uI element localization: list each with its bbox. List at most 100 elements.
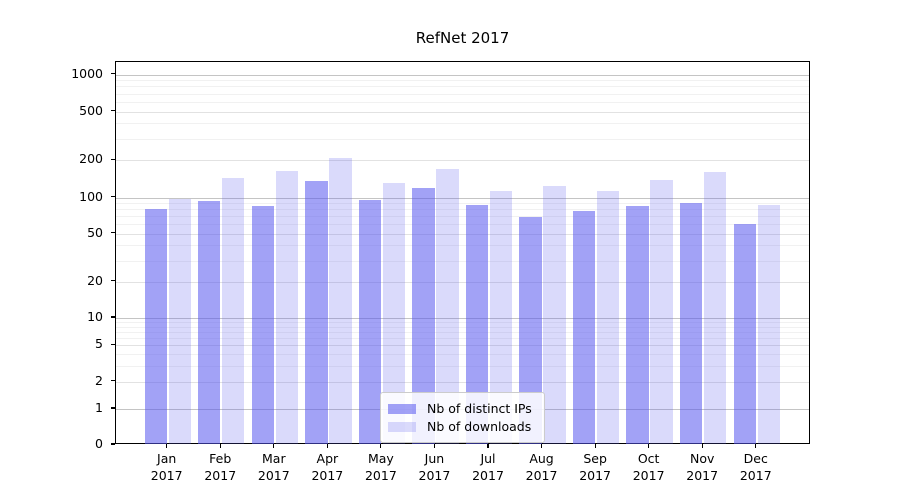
plot-area bbox=[115, 61, 810, 444]
bar-distinct-ips-apr bbox=[305, 181, 328, 444]
x-tick-label: Jun 2017 bbox=[418, 451, 451, 483]
minor-gridline bbox=[116, 216, 809, 218]
minor-gridline bbox=[116, 101, 809, 103]
y-tick-mark bbox=[111, 195, 115, 198]
minor-gridline bbox=[116, 332, 809, 334]
x-tick-mark bbox=[433, 444, 436, 448]
bar-downloads-aug bbox=[543, 185, 566, 444]
bar-downloads-nov bbox=[704, 172, 727, 444]
y-tick-label: 1 bbox=[95, 400, 103, 415]
x-tick-mark bbox=[648, 444, 650, 448]
bar-distinct-ips-nov bbox=[680, 203, 703, 444]
minor-gridline bbox=[116, 322, 809, 324]
y-tick-mark bbox=[111, 232, 115, 234]
minor-gridline bbox=[116, 326, 809, 328]
bar-distinct-ips-aug bbox=[519, 216, 542, 444]
bar-distinct-ips-jun bbox=[412, 188, 435, 444]
y-tick-mark bbox=[111, 443, 115, 445]
x-tick-mark bbox=[701, 444, 703, 448]
y-tick-label: 50 bbox=[87, 224, 103, 240]
bar-downloads-apr bbox=[329, 157, 352, 444]
bar-distinct-ips-oct bbox=[626, 206, 649, 444]
major-gridline bbox=[116, 197, 809, 199]
legend-label: Nb of distinct IPs bbox=[427, 401, 532, 416]
major-gridline bbox=[116, 281, 809, 283]
y-tick-mark bbox=[111, 109, 115, 112]
legend-item: Nb of distinct IPs bbox=[388, 400, 532, 417]
x-tick-mark bbox=[326, 444, 328, 448]
bar-downloads-may bbox=[382, 182, 406, 444]
x-tick-label: Dec 2017 bbox=[739, 451, 772, 483]
bar-distinct-ips-may bbox=[358, 199, 382, 444]
distinct-ips-swatch bbox=[388, 403, 416, 414]
x-tick-mark bbox=[166, 444, 168, 448]
legend: Nb of distinct IPs Nb of downloads bbox=[380, 392, 545, 443]
y-tick-mark bbox=[111, 72, 115, 75]
minor-gridline bbox=[116, 260, 809, 262]
major-gridline bbox=[116, 318, 809, 319]
bar-downloads-oct bbox=[650, 180, 673, 444]
minor-gridline bbox=[116, 203, 809, 204]
bar-distinct-ips-sep bbox=[572, 210, 596, 444]
x-tick-label: Oct 2017 bbox=[632, 451, 665, 483]
x-tick-label: Jan 2017 bbox=[150, 451, 183, 483]
x-tick-mark bbox=[755, 444, 757, 448]
y-tick-mark bbox=[111, 280, 115, 282]
major-gridline bbox=[116, 345, 809, 347]
minor-gridline bbox=[116, 123, 809, 125]
downloads-swatch bbox=[388, 421, 416, 432]
y-tick-label: 2 bbox=[95, 372, 103, 388]
legend-label: Nb of downloads bbox=[427, 419, 532, 434]
x-tick-label: Aug 2017 bbox=[525, 451, 558, 483]
bar-distinct-ips-mar bbox=[251, 206, 274, 444]
bar-downloads-jun bbox=[436, 169, 459, 444]
bar-downloads-jul bbox=[489, 190, 513, 444]
y-tick-mark bbox=[111, 158, 115, 161]
minor-gridline bbox=[116, 86, 809, 88]
chart-title: RefNet 2017 bbox=[415, 29, 510, 47]
bar-downloads-jan bbox=[168, 199, 191, 444]
minor-gridline bbox=[116, 354, 809, 356]
x-tick-label: Sep 2017 bbox=[579, 451, 611, 483]
y-tick-mark bbox=[111, 316, 115, 318]
minor-gridline bbox=[116, 338, 809, 340]
bar-downloads-sep bbox=[596, 190, 620, 444]
bar-distinct-ips-jan bbox=[144, 209, 167, 444]
minor-gridline bbox=[116, 93, 809, 95]
y-tick-mark bbox=[111, 407, 115, 409]
minor-gridline bbox=[116, 245, 809, 247]
y-tick-label: 5 bbox=[95, 336, 103, 352]
x-tick-mark bbox=[594, 444, 596, 448]
x-tick-label: Apr 2017 bbox=[311, 451, 344, 483]
y-tick-mark bbox=[111, 343, 115, 345]
minor-gridline bbox=[116, 80, 809, 82]
minor-gridline bbox=[116, 365, 809, 367]
x-tick-label: Feb 2017 bbox=[204, 451, 237, 483]
major-gridline bbox=[116, 160, 809, 162]
y-tick-label: 500 bbox=[79, 102, 103, 118]
bar-downloads-mar bbox=[275, 170, 298, 444]
x-tick-mark bbox=[273, 444, 275, 448]
bar-downloads-dec bbox=[757, 204, 780, 444]
legend-item: Nb of downloads bbox=[388, 418, 532, 435]
bar-downloads-feb bbox=[222, 177, 245, 444]
major-gridline bbox=[116, 233, 809, 235]
bar-distinct-ips-dec bbox=[733, 224, 756, 444]
bar-distinct-ips-feb bbox=[198, 200, 221, 444]
y-tick-label: 20 bbox=[87, 272, 103, 288]
bar-distinct-ips-jul bbox=[465, 204, 489, 444]
x-tick-mark bbox=[380, 444, 382, 448]
x-tick-label: May 2017 bbox=[364, 451, 397, 483]
x-tick-mark bbox=[219, 444, 221, 448]
minor-gridline bbox=[116, 209, 809, 211]
y-tick-label: 100 bbox=[79, 188, 103, 204]
x-tick-label: Jul 2017 bbox=[472, 451, 504, 483]
y-tick-label: 10 bbox=[87, 309, 103, 324]
y-tick-label: 1000 bbox=[71, 65, 103, 81]
major-gridline bbox=[116, 74, 809, 76]
major-gridline bbox=[116, 111, 809, 113]
x-tick-mark bbox=[487, 444, 489, 448]
minor-gridline bbox=[116, 138, 809, 140]
x-tick-mark bbox=[540, 444, 543, 448]
